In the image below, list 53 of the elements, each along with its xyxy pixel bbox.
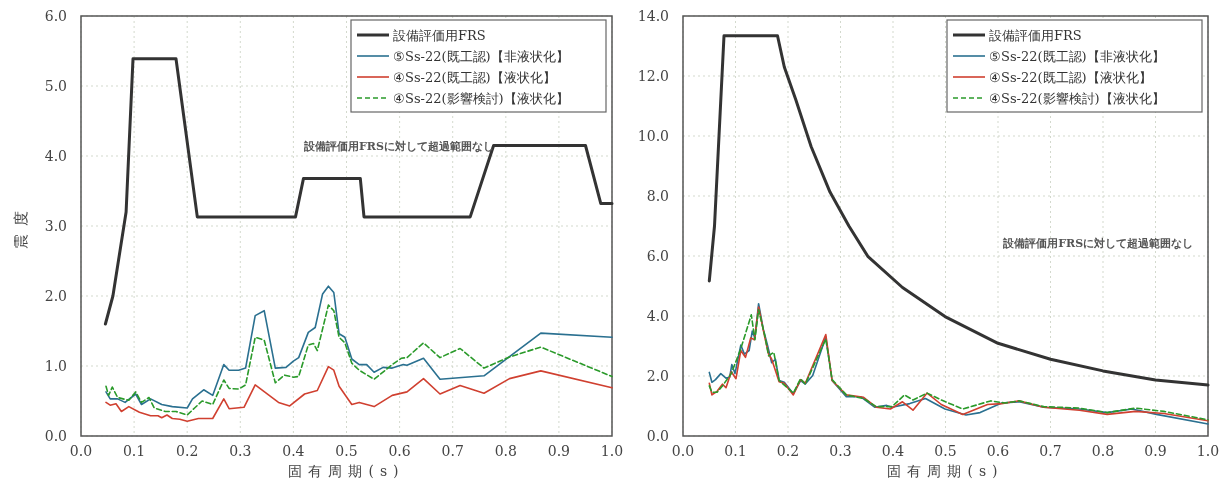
x-tick-label: 0.7 [1039, 443, 1062, 459]
x-tick-label: 0.1 [724, 443, 747, 459]
x-tick-label: 0.2 [176, 443, 199, 459]
x-tick-label: 0.6 [986, 443, 1010, 459]
line-series [105, 304, 613, 416]
x-tick-label: 0.0 [671, 443, 695, 459]
line-series [105, 365, 613, 423]
x-tick-label: 0.0 [69, 443, 93, 459]
annotation: 設備評価用FRSに対して超過範囲なし [303, 140, 494, 154]
x-tick-label: 0.8 [1091, 443, 1115, 459]
x-tick-label: 0.9 [1144, 443, 1167, 459]
x-axis-title: 固有周期(s) [887, 463, 1004, 479]
annotation: 設備評価用FRSに対して超過範囲なし [1002, 237, 1194, 250]
x-axis-title: 固有周期(s) [288, 463, 405, 479]
legend-label: ④Ss-22(既工認)【液状化】 [393, 70, 556, 85]
y-tick-label: 8.0 [646, 188, 669, 204]
legend-label: ④Ss-22(影響検討)【液状化】 [393, 91, 569, 106]
y-tick-label: 1.0 [44, 358, 67, 374]
y-tick-label: 2.0 [646, 368, 669, 384]
x-tick-label: 1.0 [600, 443, 624, 459]
x-tick-label: 0.3 [229, 443, 252, 459]
x-tick-label: 0.5 [335, 443, 358, 459]
x-tick-label: 0.7 [441, 443, 464, 459]
legend-label: ⑤Ss-22(既工認)【非液状化】 [989, 49, 1165, 64]
x-tick-label: 0.8 [494, 443, 517, 459]
y-tick-label: 12.0 [637, 68, 669, 84]
y-tick-label: 5.0 [44, 78, 67, 94]
x-tick-label: 0.2 [776, 443, 800, 459]
y-tick-label: 0.0 [646, 428, 669, 444]
x-tick-label: 0.9 [547, 443, 571, 459]
y-tick-label: 10.0 [637, 128, 669, 144]
x-tick-label: 0.4 [881, 443, 905, 459]
x-tick-label: 1.0 [1196, 443, 1220, 459]
y-tick-label: 3.0 [44, 218, 67, 234]
legend-label: ④Ss-22(既工認)【液状化】 [989, 70, 1152, 85]
y-tick-label: 4.0 [44, 148, 67, 164]
x-tick-label: 0.6 [388, 443, 411, 459]
x-tick-label: 0.3 [829, 443, 852, 459]
legend-label: ⑤Ss-22(既工認)【非液状化】 [393, 49, 569, 64]
legend-label: 設備評価用FRS [393, 28, 486, 43]
x-tick-label: 0.4 [282, 443, 305, 459]
y-tick-label: 14.0 [637, 8, 669, 24]
x-tick-label: 0.5 [934, 443, 957, 459]
legend-label: 設備評価用FRS [989, 28, 1082, 43]
y-tick-label: 6.0 [44, 8, 67, 24]
y-tick-label: 6.0 [646, 248, 669, 264]
legend-label: ④Ss-22(影響検討)【液状化】 [989, 91, 1165, 106]
line-series [105, 285, 613, 409]
y-tick-label: 4.0 [646, 308, 669, 324]
y-tick-label: 0.0 [44, 428, 67, 444]
y-axis-title: 震度 [12, 203, 30, 249]
x-tick-label: 0.1 [122, 443, 146, 459]
y-tick-label: 2.0 [44, 288, 67, 304]
